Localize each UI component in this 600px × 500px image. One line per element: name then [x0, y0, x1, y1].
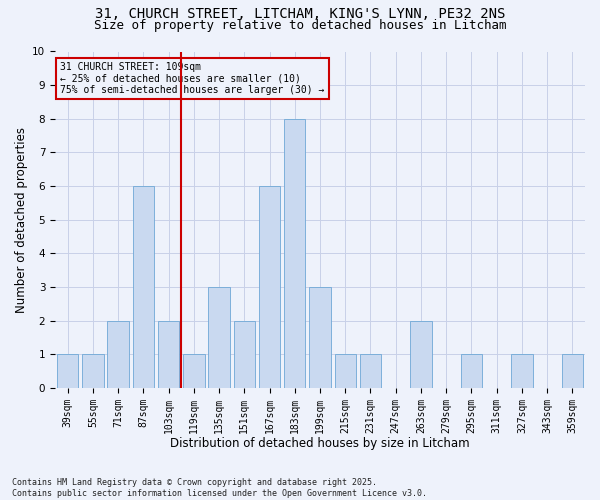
Bar [208, 287, 230, 388]
Y-axis label: Number of detached properties: Number of detached properties [15, 126, 28, 312]
Text: 31 CHURCH STREET: 109sqm
← 25% of detached houses are smaller (10)
75% of semi-d: 31 CHURCH STREET: 109sqm ← 25% of detach… [61, 62, 325, 95]
Text: Size of property relative to detached houses in Litcham: Size of property relative to detached ho… [94, 18, 506, 32]
Bar [511, 354, 533, 388]
Bar [259, 186, 280, 388]
Bar [410, 320, 431, 388]
Bar [335, 354, 356, 388]
Bar [133, 186, 154, 388]
Bar [158, 320, 179, 388]
Bar [562, 354, 583, 388]
Bar [461, 354, 482, 388]
Bar [82, 354, 104, 388]
Bar [309, 287, 331, 388]
Bar [57, 354, 79, 388]
Bar [107, 320, 129, 388]
Bar [284, 119, 305, 388]
Bar [360, 354, 381, 388]
Bar [183, 354, 205, 388]
Text: Contains HM Land Registry data © Crown copyright and database right 2025.
Contai: Contains HM Land Registry data © Crown c… [12, 478, 427, 498]
X-axis label: Distribution of detached houses by size in Litcham: Distribution of detached houses by size … [170, 437, 470, 450]
Bar [233, 320, 255, 388]
Text: 31, CHURCH STREET, LITCHAM, KING'S LYNN, PE32 2NS: 31, CHURCH STREET, LITCHAM, KING'S LYNN,… [95, 8, 505, 22]
